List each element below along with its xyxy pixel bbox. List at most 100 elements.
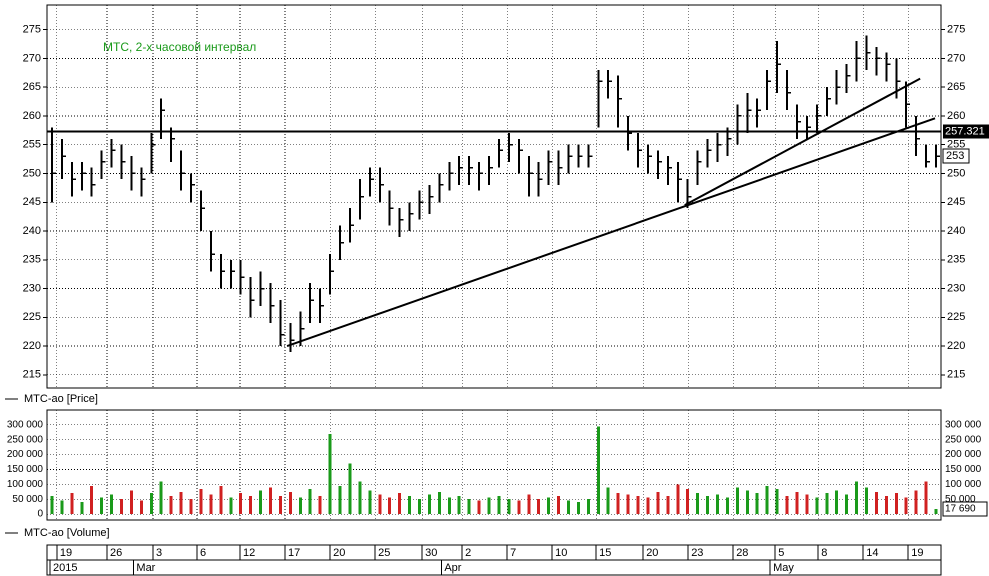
x-tick-label: 23 <box>691 547 703 559</box>
y-tick-label: 245 <box>23 196 41 208</box>
volume-bar <box>567 500 570 515</box>
volume-bar <box>815 497 819 515</box>
y-tick-label: 270 <box>947 52 965 64</box>
volume-bar <box>308 488 312 515</box>
volume-bar <box>636 496 640 515</box>
x-tick-label: 20 <box>333 547 345 559</box>
y-tick-label: 150 000 <box>945 464 982 475</box>
volume-bar <box>209 494 213 515</box>
volume-bar <box>785 496 789 515</box>
y-tick-label: 270 <box>23 52 41 64</box>
y-tick-label: 235 <box>947 254 965 266</box>
volume-bar <box>239 493 243 515</box>
volume-bar <box>288 491 292 515</box>
volume-bar <box>795 491 799 515</box>
volume-bar <box>129 490 133 515</box>
y-tick-label: 50 000 <box>945 494 976 505</box>
trend-line <box>286 117 936 347</box>
x-tick-label: 19 <box>60 547 72 559</box>
volume-bar <box>706 496 710 515</box>
x-tick-label: May <box>773 562 794 574</box>
volume-bar <box>865 487 868 515</box>
x-tick-label: 25 <box>378 547 390 559</box>
volume-bar <box>298 497 302 515</box>
volume-bar <box>467 499 471 515</box>
volume-bar <box>676 484 680 515</box>
volume-bar <box>318 496 322 515</box>
volume-bar <box>745 490 749 515</box>
volume-bar <box>755 493 759 515</box>
volume-bar <box>616 493 620 515</box>
y-tick-label: 50 000 <box>12 494 43 505</box>
volume-bar <box>517 500 521 515</box>
y-tick-label: 240 <box>23 225 41 237</box>
volume-bar <box>884 496 888 515</box>
volume-legend: MTC-ao [Volume] <box>24 527 110 539</box>
x-tick-label: 8 <box>821 547 827 559</box>
volume-bar <box>368 490 372 515</box>
volume-bar <box>914 490 918 515</box>
volume-bar <box>527 494 531 515</box>
volume-bar <box>537 499 541 515</box>
volume-bar <box>894 493 898 515</box>
volume-bar <box>169 496 173 515</box>
volume-bar <box>725 497 729 515</box>
y-tick-label: 255 <box>23 139 41 151</box>
volume-bar <box>80 502 84 515</box>
volume-bar <box>825 493 829 515</box>
volume-bar <box>278 496 282 515</box>
volume-bar <box>686 488 690 515</box>
volume-bar <box>249 496 253 515</box>
volume-bar <box>557 496 561 515</box>
volume-bar <box>646 497 650 515</box>
y-tick-label: 215 <box>947 369 965 381</box>
last-volume-box <box>942 501 988 517</box>
volume-bar <box>924 481 928 515</box>
y-tick-label: 200 000 <box>945 449 982 460</box>
x-tick-label: 5 <box>778 547 784 559</box>
volume-bar <box>656 491 660 515</box>
volume-bar <box>904 497 908 515</box>
x-tick-label: Apr <box>444 562 461 574</box>
y-tick-label: 260 <box>947 110 965 122</box>
volume-bar <box>696 493 700 515</box>
trend-line <box>684 77 921 207</box>
y-tick-label: 265 <box>947 81 965 93</box>
volume-bar <box>735 487 739 515</box>
x-tick-label: 14 <box>866 547 878 559</box>
x-tick-label: 3 <box>156 547 162 559</box>
x-tick-label: 20 <box>646 547 658 559</box>
x-tick-label: 26 <box>110 547 122 559</box>
y-tick-label: 225 <box>23 311 41 323</box>
level-box <box>943 124 989 139</box>
y-tick-label: 245 <box>947 196 965 208</box>
y-tick-label: 300 000 <box>945 420 982 431</box>
volume-bar <box>805 494 809 515</box>
volume-bar <box>348 463 352 515</box>
volume-bar <box>487 497 491 515</box>
x-tick-label: 30 <box>425 547 437 559</box>
x-tick-label: 15 <box>599 547 611 559</box>
volume-bar <box>606 487 610 515</box>
y-tick-label: 230 <box>947 282 965 294</box>
volume-bar <box>60 500 64 515</box>
volume-bar <box>259 490 263 515</box>
volume-bar <box>388 497 392 515</box>
volume-bar <box>437 491 441 515</box>
volume-bar <box>229 497 233 515</box>
volume-bar <box>70 493 74 515</box>
x-tick-label: 19 <box>911 547 923 559</box>
y-tick-label: 215 <box>23 369 41 381</box>
volume-bar <box>100 497 104 515</box>
volume-bar <box>159 481 163 515</box>
y-tick-label: 300 000 <box>7 420 44 431</box>
y-tick-label: 100 000 <box>7 479 44 490</box>
chart-title: МТС, 2-х часовой интервал <box>103 40 256 54</box>
volume-bar <box>716 494 719 515</box>
volume-bar <box>497 496 501 515</box>
volume-bar <box>139 500 143 515</box>
y-tick-label: 250 000 <box>945 434 982 445</box>
y-tick-label: 250 000 <box>7 434 44 445</box>
